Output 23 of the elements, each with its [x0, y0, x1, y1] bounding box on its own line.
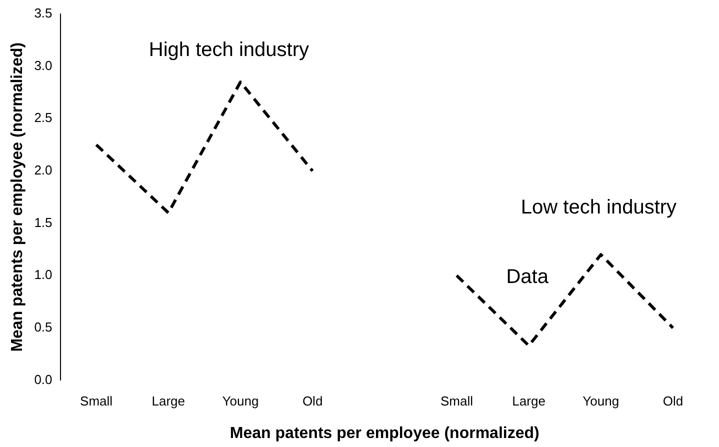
annotation: Low tech industry — [520, 196, 677, 219]
y-tick-label: 1.0 — [34, 267, 52, 282]
x-axis-title: Mean patents per employee (normalized) — [230, 424, 540, 442]
x-tick-label: Small — [80, 394, 113, 409]
x-tick-label: Large — [512, 394, 546, 409]
annotation: Data — [506, 266, 550, 288]
x-tick-label: Small — [440, 394, 474, 409]
x-tick-label: Large — [152, 394, 186, 409]
y-tick-label: 2.5 — [34, 110, 52, 126]
y-axis-title: Mean patents per employee (normalized) — [9, 42, 26, 352]
x-tick-label: Young — [582, 394, 620, 409]
line-series — [455, 253, 674, 348]
annotation: High tech industry — [148, 39, 309, 62]
x-tick-label: Old — [302, 394, 323, 409]
y-tick-label: 0.5 — [34, 319, 52, 334]
line-series — [94, 80, 314, 214]
y-tick-label: 3.0 — [34, 58, 52, 73]
y-tick-label: 3.5 — [34, 6, 52, 21]
y-tick-label: 1.5 — [34, 214, 52, 230]
x-tick-label: Old — [662, 394, 684, 409]
y-tick-label: 0.0 — [34, 372, 52, 387]
y-tick-label: 2.0 — [34, 162, 52, 178]
x-tick-label: Young — [222, 394, 259, 409]
